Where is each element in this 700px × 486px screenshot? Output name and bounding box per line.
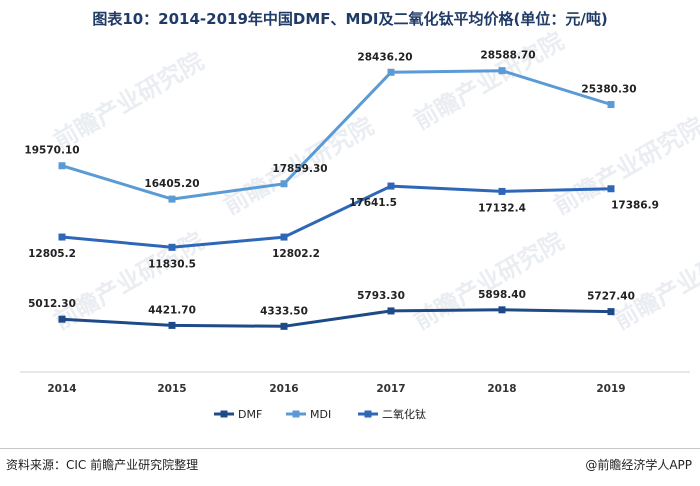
point-dmf-2014 bbox=[58, 315, 66, 323]
point-mdi-2017 bbox=[387, 68, 395, 76]
point-mdi-2014 bbox=[58, 162, 66, 170]
brand-credit: @前瞻经济学人APP bbox=[585, 458, 692, 472]
point-tio2-2017 bbox=[387, 182, 395, 190]
series-tio2: 12805.2 11830.5 12802.2 17641.5 17132.4 17386… bbox=[28, 182, 659, 270]
legend-marker-mdi bbox=[292, 410, 300, 418]
data-label-dmf-2017: 5793.30 bbox=[357, 290, 405, 302]
point-tio2-2018 bbox=[498, 187, 506, 195]
data-label-dmf-2019: 5727.40 bbox=[587, 291, 635, 303]
point-tio2-2019 bbox=[607, 185, 615, 193]
watermark: 前瞻产业研究院 bbox=[609, 227, 700, 335]
watermark: 前瞻产业研究院 bbox=[409, 27, 568, 135]
point-mdi-2019 bbox=[607, 100, 615, 108]
data-label-mdi-2016: 17859.30 bbox=[272, 163, 327, 175]
data-label-tio2-2018: 17132.4 bbox=[478, 202, 526, 214]
x-axis-ticks: 2014 2015 2016 2017 2018 2019 bbox=[47, 383, 625, 395]
legend-item-dmf: DMF bbox=[214, 408, 262, 421]
legend-label-tio2: 二氧化钛 bbox=[382, 407, 426, 421]
x-tick-label-2015: 2015 bbox=[157, 383, 186, 395]
legend-marker-dmf bbox=[220, 410, 228, 418]
legend-label-mdi: MDI bbox=[310, 408, 331, 421]
point-dmf-2019 bbox=[607, 308, 615, 316]
point-dmf-2016 bbox=[280, 322, 288, 330]
point-mdi-2018 bbox=[498, 67, 506, 75]
data-label-tio2-2016: 12802.2 bbox=[272, 248, 320, 260]
data-label-tio2-2014: 12805.2 bbox=[28, 248, 76, 260]
series-line-tio2 bbox=[61, 184, 612, 249]
watermark: 前瞻产业研究院 bbox=[409, 227, 568, 335]
x-tick-label-2014: 2014 bbox=[47, 383, 76, 395]
data-label-dmf-2014: 5012.30 bbox=[28, 298, 76, 310]
source-note: 资料来源：CIC 前瞻产业研究院整理 bbox=[6, 458, 199, 472]
legend: DMF MDI 二氧化钛 bbox=[214, 407, 426, 421]
legend-label-dmf: DMF bbox=[238, 408, 262, 421]
series-dmf: 5012.30 4421.70 4333.50 5793.30 5898.40 5727.… bbox=[28, 289, 635, 330]
data-label-tio2-2019: 17386.9 bbox=[611, 200, 659, 212]
series-layer: 5012.30 4421.70 4333.50 5793.30 5898.40 5727.… bbox=[24, 50, 659, 330]
data-label-mdi-2014: 19570.10 bbox=[24, 145, 79, 157]
point-dmf-2018 bbox=[498, 306, 506, 314]
point-dmf-2015 bbox=[168, 321, 176, 329]
point-mdi-2016 bbox=[280, 180, 288, 188]
data-label-dmf-2018: 5898.40 bbox=[478, 289, 526, 301]
x-tick-label-2018: 2018 bbox=[487, 383, 516, 395]
footer-divider bbox=[0, 448, 700, 449]
data-label-mdi-2019: 25380.30 bbox=[581, 83, 636, 95]
x-tick-label-2019: 2019 bbox=[596, 383, 625, 395]
legend-item-tio2: 二氧化钛 bbox=[358, 407, 426, 421]
data-label-dmf-2015: 4421.70 bbox=[148, 304, 196, 316]
point-tio2-2014 bbox=[58, 233, 66, 241]
series-mdi: 19570.10 16405.20 17859.30 28436.20 28588.70… bbox=[24, 50, 637, 203]
legend-marker-tio2 bbox=[364, 410, 372, 418]
point-tio2-2016 bbox=[280, 233, 288, 241]
legend-item-mdi: MDI bbox=[286, 408, 331, 421]
x-tick-label-2017: 2017 bbox=[376, 383, 405, 395]
data-label-tio2-2017: 17641.5 bbox=[349, 197, 397, 209]
x-tick-label-2016: 2016 bbox=[269, 383, 298, 395]
data-label-mdi-2018: 28588.70 bbox=[480, 50, 535, 62]
data-label-dmf-2016: 4333.50 bbox=[260, 305, 308, 317]
point-mdi-2015 bbox=[168, 195, 176, 203]
series-line-dmf bbox=[61, 308, 612, 328]
point-tio2-2015 bbox=[168, 243, 176, 251]
chart-title: 图表10：2014-2019年中国DMF、MDI及二氧化钛平均价格(单位：元/吨… bbox=[92, 10, 608, 28]
data-label-tio2-2015: 11830.5 bbox=[148, 258, 196, 270]
series-line-mdi bbox=[61, 69, 612, 201]
point-dmf-2017 bbox=[387, 307, 395, 315]
watermark: 前瞻产业研究院 bbox=[49, 47, 208, 155]
data-label-mdi-2015: 16405.20 bbox=[144, 178, 199, 190]
data-label-mdi-2017: 28436.20 bbox=[357, 51, 412, 63]
